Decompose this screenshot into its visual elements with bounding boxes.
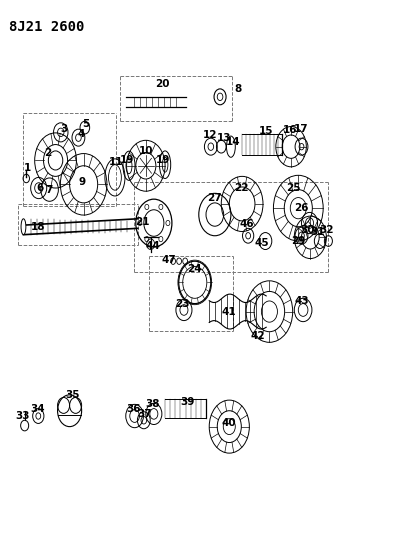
Text: 31: 31 bbox=[310, 227, 325, 237]
Text: 7: 7 bbox=[45, 184, 53, 195]
Ellipse shape bbox=[21, 219, 26, 235]
Text: 35: 35 bbox=[65, 390, 80, 400]
Text: 19: 19 bbox=[120, 156, 134, 165]
Text: 5: 5 bbox=[82, 119, 89, 130]
Text: 8J21 2600: 8J21 2600 bbox=[9, 20, 85, 34]
Text: 18: 18 bbox=[31, 222, 46, 232]
Text: 20: 20 bbox=[155, 78, 169, 88]
Text: 3: 3 bbox=[60, 124, 67, 134]
Text: 10: 10 bbox=[139, 146, 153, 156]
Text: 32: 32 bbox=[319, 225, 334, 236]
Text: 42: 42 bbox=[250, 332, 265, 342]
Text: 9: 9 bbox=[79, 176, 86, 187]
Text: 13: 13 bbox=[217, 133, 231, 143]
Text: 22: 22 bbox=[234, 183, 248, 193]
Text: 34: 34 bbox=[30, 403, 45, 414]
Text: 12: 12 bbox=[203, 130, 217, 140]
Text: 4: 4 bbox=[77, 129, 84, 139]
Text: 36: 36 bbox=[126, 403, 141, 414]
Text: 44: 44 bbox=[146, 241, 160, 252]
Text: 19: 19 bbox=[156, 156, 170, 165]
Text: 37: 37 bbox=[138, 409, 152, 419]
Text: 6: 6 bbox=[36, 183, 43, 193]
Text: 43: 43 bbox=[294, 296, 309, 306]
Text: 45: 45 bbox=[254, 238, 269, 248]
Text: 24: 24 bbox=[187, 264, 201, 274]
Text: 46: 46 bbox=[240, 219, 254, 229]
Text: 38: 38 bbox=[146, 399, 160, 409]
Text: 27: 27 bbox=[207, 192, 221, 203]
Text: 16: 16 bbox=[283, 125, 297, 135]
Text: 21: 21 bbox=[135, 217, 150, 227]
Text: 15: 15 bbox=[259, 126, 274, 136]
Text: 41: 41 bbox=[222, 306, 237, 317]
Text: 2: 2 bbox=[44, 148, 51, 158]
Text: 25: 25 bbox=[286, 183, 301, 193]
Text: 11: 11 bbox=[109, 157, 123, 166]
Text: 40: 40 bbox=[222, 418, 237, 428]
Text: 23: 23 bbox=[175, 298, 189, 309]
Text: 1: 1 bbox=[24, 164, 31, 173]
Text: 29: 29 bbox=[291, 236, 305, 246]
Text: 47: 47 bbox=[162, 255, 177, 265]
Text: 30: 30 bbox=[300, 225, 314, 236]
Text: 17: 17 bbox=[294, 124, 309, 134]
Text: 14: 14 bbox=[226, 137, 241, 147]
Text: 33: 33 bbox=[15, 411, 29, 421]
Text: 26: 26 bbox=[294, 203, 309, 213]
Text: 8: 8 bbox=[234, 84, 242, 94]
Text: 39: 39 bbox=[181, 397, 195, 407]
